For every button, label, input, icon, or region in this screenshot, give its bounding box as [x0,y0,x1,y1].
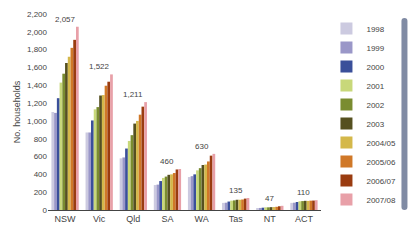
svg-text:1998: 1998 [366,25,384,34]
svg-text:110: 110 [297,188,310,197]
svg-text:1,522: 1,522 [89,62,110,71]
svg-text:460: 460 [160,157,174,166]
svg-text:2007/08: 2007/08 [366,196,395,205]
svg-text:2001: 2001 [366,82,384,91]
svg-text:2004/05: 2004/05 [366,139,395,148]
svg-text:SA: SA [161,214,173,224]
svg-text:NSW: NSW [55,214,77,224]
svg-text:2000: 2000 [366,63,384,72]
svg-text:2005/06: 2005/06 [366,158,395,167]
svg-text:2003: 2003 [366,120,384,129]
svg-text:No. households: No. households [12,80,22,143]
svg-text:800: 800 [34,135,48,144]
svg-text:2,057: 2,057 [55,15,76,24]
svg-text:400: 400 [34,170,48,179]
svg-text:Vic: Vic [93,214,106,224]
svg-text:600: 600 [34,152,48,161]
svg-text:1,200: 1,200 [27,99,48,108]
svg-text:WA: WA [194,214,208,224]
svg-text:Qld: Qld [126,214,140,224]
svg-text:2,000: 2,000 [27,28,48,37]
svg-text:1,400: 1,400 [27,81,48,90]
svg-text:2006/07: 2006/07 [366,177,395,186]
svg-text:200: 200 [34,188,48,197]
svg-text:Tas: Tas [229,214,244,224]
svg-text:ACT: ACT [295,214,314,224]
svg-text:1,600: 1,600 [27,63,48,72]
svg-text:2002: 2002 [366,101,384,110]
svg-text:1,000: 1,000 [27,117,48,126]
svg-text:1,211: 1,211 [123,90,143,99]
svg-text:2,200: 2,200 [27,10,48,19]
svg-text:1,800: 1,800 [27,45,48,54]
svg-text:NT: NT [264,214,276,224]
svg-text:47: 47 [265,194,274,203]
svg-text:630: 630 [195,142,209,151]
svg-text:0: 0 [43,206,48,215]
svg-text:135: 135 [229,186,243,195]
svg-text:1999: 1999 [366,44,384,53]
